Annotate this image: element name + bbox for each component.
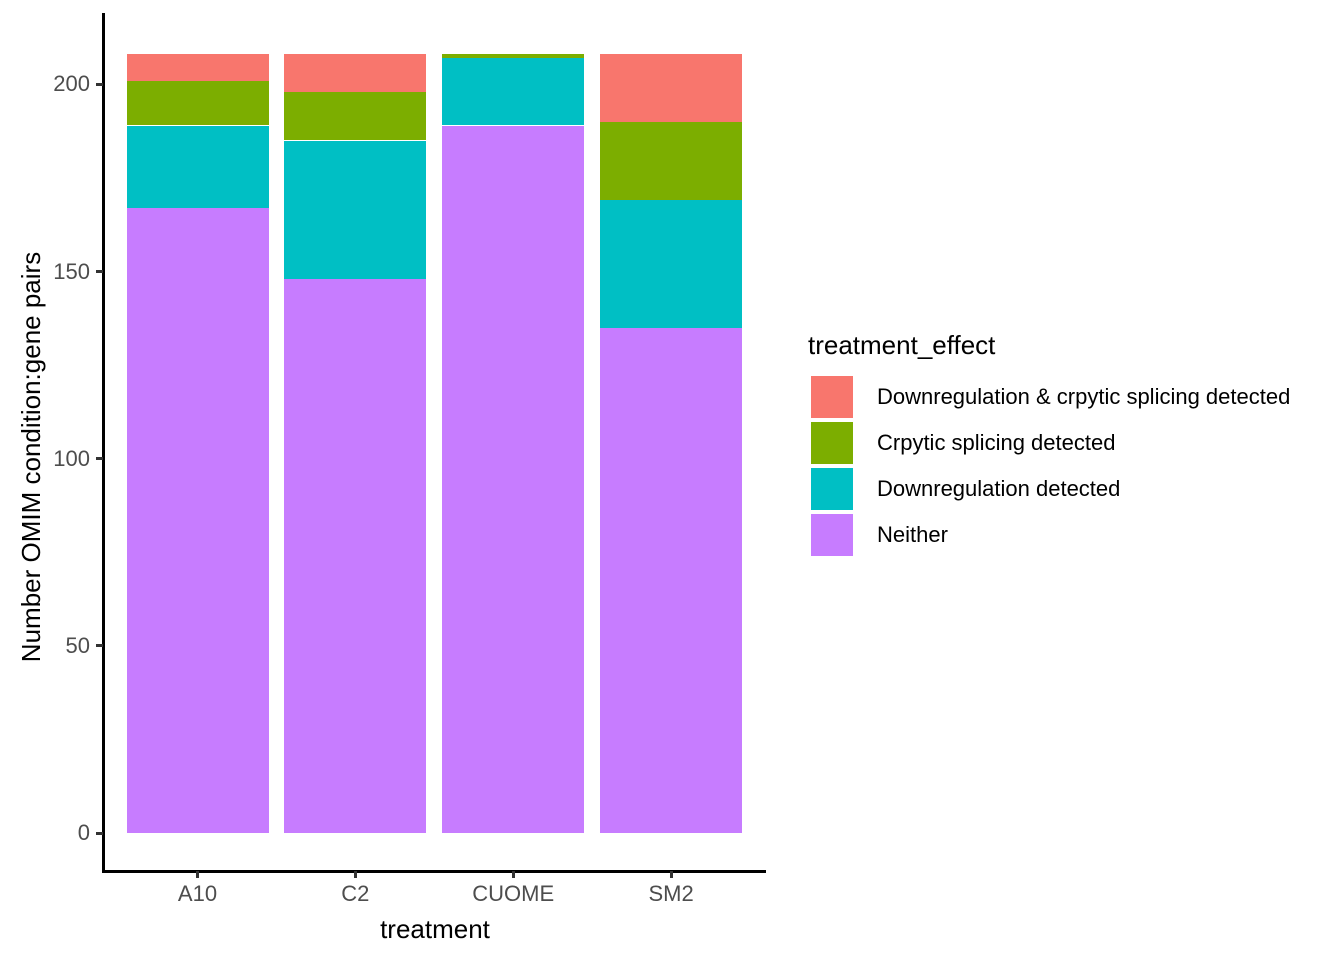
x-tick-mark bbox=[511, 871, 515, 878]
legend-item-label: Downregulation & crpytic splicing detect… bbox=[877, 384, 1291, 409]
y-tick-mark bbox=[96, 644, 103, 648]
y-tick-mark bbox=[96, 831, 103, 835]
y-tick-label: 200 bbox=[53, 71, 90, 97]
y-tick-mark bbox=[96, 457, 103, 461]
bar-segment bbox=[284, 54, 427, 92]
x-tick-label: SM2 bbox=[648, 881, 694, 906]
y-axis-line bbox=[101, 13, 105, 873]
bar-segment bbox=[126, 80, 269, 126]
y-tick-mark bbox=[96, 82, 103, 86]
bar-segment bbox=[126, 207, 269, 833]
y-tick-mark bbox=[96, 270, 103, 273]
bar-segment bbox=[442, 125, 585, 833]
bar-segment bbox=[600, 327, 743, 833]
x-axis-title: treatment bbox=[380, 914, 490, 944]
y-tick-label: 150 bbox=[53, 258, 90, 284]
y-axis-title: Number OMIM condition:gene pairs bbox=[16, 251, 46, 663]
x-tick-label: C2 bbox=[341, 881, 370, 906]
legend-title: treatment_effect bbox=[808, 330, 996, 360]
bar-segment bbox=[442, 58, 585, 126]
bar-segment bbox=[442, 54, 585, 59]
legend-item-label: Crpytic splicing detected bbox=[877, 430, 1116, 455]
y-tick-label: 0 bbox=[77, 820, 90, 845]
legend-swatch bbox=[811, 376, 853, 418]
y-tick-label: 50 bbox=[65, 632, 90, 658]
legend-swatch bbox=[811, 514, 853, 556]
x-tick-label: CUOME bbox=[472, 881, 555, 906]
bar-segment bbox=[600, 121, 743, 201]
x-tick-mark bbox=[196, 871, 199, 878]
legend-item-label: Downregulation detected bbox=[877, 476, 1121, 501]
y-tick-label: 100 bbox=[53, 445, 90, 471]
bar-segment bbox=[126, 125, 269, 208]
x-tick-mark bbox=[353, 871, 357, 878]
legend-swatch bbox=[811, 468, 853, 510]
x-tick-mark bbox=[669, 871, 673, 878]
legend-item-label: Neither bbox=[877, 522, 948, 547]
bar-segment bbox=[284, 279, 427, 833]
bar-segment bbox=[284, 140, 427, 279]
x-axis-line bbox=[101, 869, 766, 873]
bar-segment bbox=[600, 200, 743, 328]
bar-segment bbox=[126, 54, 269, 81]
bar-segment bbox=[600, 54, 743, 122]
legend-swatch bbox=[811, 422, 853, 464]
x-tick-label: A10 bbox=[177, 881, 218, 906]
bar-segment bbox=[284, 91, 427, 141]
